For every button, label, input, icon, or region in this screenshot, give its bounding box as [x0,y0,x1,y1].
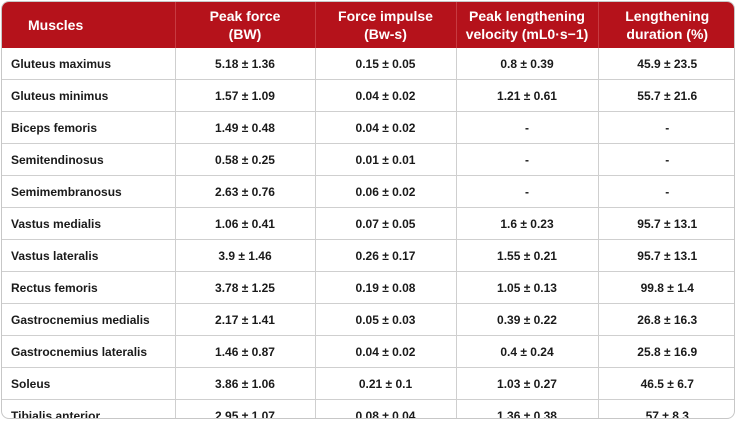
lengthening-duration-cell: 25.8 ± 16.9 [598,335,734,368]
peak-force-cell: 3.9 ± 1.46 [175,239,316,272]
lengthening-duration-cell: 95.7 ± 13.1 [598,239,734,272]
header-peak-lengthening-velocity: Peak lengthening velocity (mL0·s−1) [456,2,599,48]
force-impulse-cell: 0.21 ± 0.1 [315,367,457,400]
header-label-line: Lengthening [625,8,710,24]
muscle-name-cell: Biceps femoris [2,111,176,144]
table-row: Vastus medialis 1.06 ± 0.41 0.07 ± 0.05 1.6… [2,207,734,240]
table-row: Vastus lateralis 3.9 ± 1.46 0.26 ± 0.17 1.5… [2,239,734,272]
peak-force-cell: 3.86 ± 1.06 [175,367,316,400]
peak-lengthening-velocity-cell: 0.39 ± 0.22 [456,303,599,336]
muscle-name-cell: Gastrocnemius lateralis [2,335,176,368]
header-force-impulse: Force impulse (Bw-s) [315,2,457,48]
table-row: Gluteus minimus 1.57 ± 1.09 0.04 ± 0.02 1.2… [2,79,734,112]
force-impulse-cell: 0.19 ± 0.08 [315,271,457,304]
peak-lengthening-velocity-cell: - [456,143,599,176]
force-impulse-cell: 0.08 ± 0.04 [315,399,457,418]
lengthening-duration-cell: 45.9 ± 23.5 [598,48,734,80]
header-label-line: Force impulse [338,8,433,24]
muscle-name-cell: Rectus femoris [2,271,176,304]
lengthening-duration-cell: 46.5 ± 6.7 [598,367,734,400]
peak-lengthening-velocity-cell: 1.03 ± 0.27 [456,367,599,400]
header-label-line: Muscles [28,17,84,33]
table-row: Tibialis anterior 2.95 ± 1.07 0.08 ± 0.04 1… [2,399,734,419]
force-impulse-cell: 0.04 ± 0.02 [315,79,457,112]
lengthening-duration-cell: 26.8 ± 16.3 [598,303,734,336]
peak-lengthening-velocity-cell: 1.55 ± 0.21 [456,239,599,272]
lengthening-duration-cell: 57 ± 8.3 [645,408,689,419]
force-impulse-cell: 0.26 ± 0.17 [315,239,457,272]
table-row: Semimembranosus 2.63 ± 0.76 0.06 ± 0.02- - [2,175,734,208]
muscle-name-cell: Semitendinosus [2,143,176,176]
muscle-name-cell: Vastus medialis [2,207,176,240]
table-body: Gluteus maximus 5.18 ± 1.36 0.15 ± 0.05 0.8… [2,48,734,419]
peak-force-cell: 2.95 ± 1.07 [175,399,316,418]
table-row: Gastrocnemius medialis 2.17 ± 1.41 0.05 ± … [2,303,734,336]
peak-force-cell: 2.17 ± 1.41 [175,303,316,336]
header-label-line: (BW) [228,26,262,42]
peak-force-cell: 1.06 ± 0.41 [175,207,316,240]
lengthening-duration-cell: - [598,143,734,176]
peak-lengthening-velocity-cell: - [456,175,599,208]
peak-force-cell: 3.78 ± 1.25 [175,271,316,304]
table-header-row: Muscles Peak force (BW) Force impulse (Bw-s)… [2,2,734,48]
muscle-name-cell: Gluteus minimus [2,79,176,112]
peak-lengthening-velocity-cell: 1.36 ± 0.38 [456,399,599,418]
table-row: Rectus femoris 3.78 ± 1.25 0.19 ± 0.08 1.05… [2,271,734,304]
header-muscles: Muscles [2,2,176,48]
force-impulse-cell: 0.15 ± 0.05 [315,48,457,80]
force-impulse-cell: 0.05 ± 0.03 [315,303,457,336]
lengthening-duration-cell: 55.7 ± 21.6 [598,79,734,112]
peak-lengthening-velocity-cell: 1.21 ± 0.61 [456,79,599,112]
force-impulse-cell: 0.04 ± 0.02 [315,111,457,144]
force-impulse-cell: 0.04 ± 0.02 [315,335,457,368]
table-row: Biceps femoris 1.49 ± 0.48 0.04 ± 0.02- - [2,111,734,144]
header-label-line: velocity (mL0·s−1) [465,26,589,42]
header-label-line: Peak lengthening [469,8,585,24]
peak-force-cell: 5.18 ± 1.36 [175,48,316,80]
lengthening-duration-cell: - [598,175,734,208]
peak-force-cell: 0.58 ± 0.25 [175,143,316,176]
lengthening-duration-cell: 99.8 ± 1.4 [598,271,734,304]
peak-force-cell: 1.49 ± 0.48 [175,111,316,144]
table-row: Gastrocnemius lateralis 1.46 ± 0.87 0.04 ±… [2,335,734,368]
force-impulse-cell: 0.01 ± 0.01 [315,143,457,176]
header-label-line: duration (%) [626,26,709,42]
table-row: Soleus 3.86 ± 1.06 0.21 ± 0.1 1.03 ± 0.27 46… [2,367,734,400]
muscle-name-cell: Gluteus maximus [2,48,176,80]
header-label-line: (Bw-s) [364,26,407,42]
table-row: Semitendinosus 0.58 ± 0.25 0.01 ± 0.01- - [2,143,734,176]
peak-lengthening-velocity-cell: 0.8 ± 0.39 [456,48,599,80]
header-lengthening-duration: Lengthening duration (%) [598,2,734,48]
force-impulse-cell: 0.07 ± 0.05 [315,207,457,240]
header-peak-force: Peak force (BW) [175,2,316,48]
peak-force-cell: 1.46 ± 0.87 [175,335,316,368]
peak-force-cell: 1.57 ± 1.09 [175,79,316,112]
muscle-name-cell: Semimembranosus [2,175,176,208]
lengthening-duration-cell: - [598,111,734,144]
header-label-line: Peak force [209,8,281,24]
peak-lengthening-velocity-cell: - [456,111,599,144]
peak-force-cell: 2.63 ± 0.76 [175,175,316,208]
lengthening-duration-cell: 95.7 ± 13.1 [598,207,734,240]
peak-lengthening-velocity-cell: 1.6 ± 0.23 [456,207,599,240]
muscle-name-cell: Tibialis anterior [2,399,176,418]
table-row: Gluteus maximus 5.18 ± 1.36 0.15 ± 0.05 0.8… [2,48,734,80]
muscle-name-cell: Soleus [2,367,176,400]
muscle-name-cell: Vastus lateralis [2,239,176,272]
muscle-name-cell: Gastrocnemius medialis [2,303,176,336]
peak-lengthening-velocity-cell: 1.05 ± 0.13 [456,271,599,304]
force-impulse-cell: 0.06 ± 0.02 [315,175,457,208]
peak-lengthening-velocity-cell: 0.4 ± 0.24 [456,335,599,368]
